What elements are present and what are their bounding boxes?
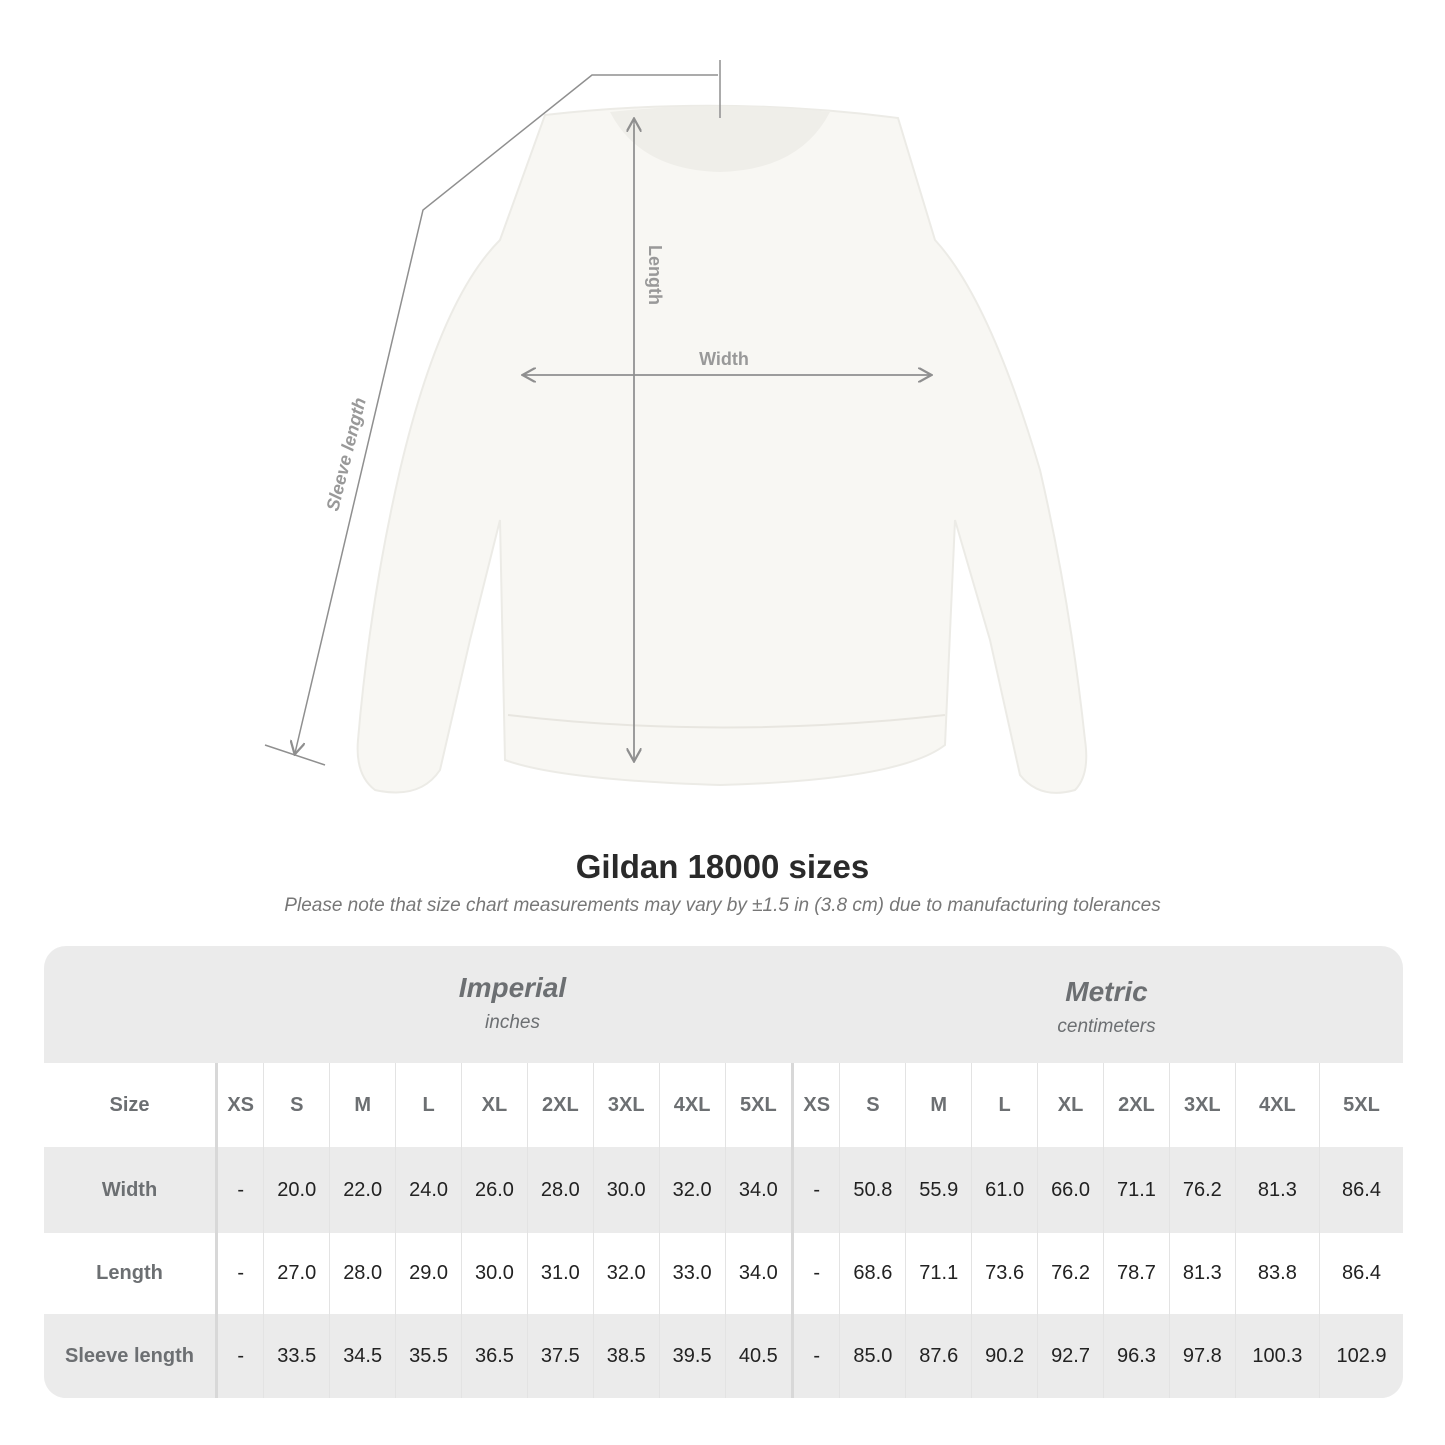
metric-size-m: M xyxy=(905,1063,972,1147)
imperial-size-m: M xyxy=(329,1063,396,1147)
metric-value: 83.8 xyxy=(1234,1233,1320,1314)
metric-value: 71.1 xyxy=(1102,1147,1170,1233)
imperial-value: 34.5 xyxy=(329,1314,396,1398)
metric-size-l: L xyxy=(971,1063,1038,1147)
imperial-value: 38.5 xyxy=(592,1314,660,1398)
metric-value: 55.9 xyxy=(905,1147,972,1233)
size-table-panel: Imperial inches Metric centimeters Size X… xyxy=(44,946,1403,1398)
metric-value: 50.8 xyxy=(839,1147,906,1233)
metric-size-4xl: 4XL xyxy=(1234,1063,1320,1147)
sweatshirt-image xyxy=(356,104,1088,794)
measurement-lines xyxy=(264,60,930,766)
metric-value: 61.0 xyxy=(971,1147,1038,1233)
chart-title: Gildan 18000 sizes xyxy=(575,848,870,885)
metric-value: - xyxy=(791,1233,840,1314)
imperial-value: 32.0 xyxy=(592,1233,660,1314)
imperial-size-5xl: 5XL xyxy=(724,1063,793,1147)
length-label: Length xyxy=(645,245,665,305)
imperial-value: 30.0 xyxy=(461,1233,528,1314)
imperial-size-3xl: 3XL xyxy=(592,1063,660,1147)
metric-value: 76.2 xyxy=(1168,1147,1236,1233)
metric-size-s: S xyxy=(839,1063,906,1147)
metric-size-3xl: 3XL xyxy=(1168,1063,1236,1147)
row-label: Length xyxy=(44,1233,218,1314)
imperial-value: 33.5 xyxy=(263,1314,330,1398)
imperial-value: 28.0 xyxy=(526,1147,594,1233)
imperial-size-xl: XL xyxy=(461,1063,528,1147)
metric-value: 76.2 xyxy=(1037,1233,1104,1314)
metric-value: 71.1 xyxy=(905,1233,972,1314)
metric-value: 102.9 xyxy=(1319,1314,1403,1398)
imperial-size-l: L xyxy=(395,1063,462,1147)
sweatshirt-diagram: Length Width Sleeve length xyxy=(264,60,1088,794)
width-label: Width xyxy=(699,349,749,369)
metric-value: 78.7 xyxy=(1102,1233,1170,1314)
size-header: Size xyxy=(44,1063,218,1147)
metric-size-xs: XS xyxy=(791,1063,840,1147)
row-label: Sleeve length xyxy=(44,1314,218,1398)
metric-value: 90.2 xyxy=(971,1314,1038,1398)
metric-value: 86.4 xyxy=(1319,1147,1403,1233)
metric-value: - xyxy=(791,1314,840,1398)
imperial-value: 28.0 xyxy=(329,1233,396,1314)
imperial-value: 33.0 xyxy=(658,1233,726,1314)
imperial-value: 32.0 xyxy=(658,1147,726,1233)
metric-value: 92.7 xyxy=(1037,1314,1104,1398)
row-label: Width xyxy=(44,1147,218,1233)
imperial-value: 37.5 xyxy=(526,1314,594,1398)
size-table: Size XS S M L XL 2XL 3XL 4XL 5XL XS S M L XL 2XL 3XL 4XL 5… xyxy=(44,1063,1403,1398)
table-row: Sleeve length -33.5 34.5 35.5 36.5 37.5 38.5 39… xyxy=(44,1314,1403,1398)
header-row: Size XS S M L XL 2XL 3XL 4XL 5XL XS S M L XL 2XL 3XL 4XL 5… xyxy=(44,1063,1403,1147)
metric-value: 96.3 xyxy=(1102,1314,1170,1398)
metric-value: 68.6 xyxy=(839,1233,906,1314)
imperial-value: 24.0 xyxy=(395,1147,462,1233)
imperial-title: Imperial xyxy=(458,972,567,1003)
imperial-value: 34.0 xyxy=(724,1233,793,1314)
metric-value: 100.3 xyxy=(1234,1314,1320,1398)
imperial-value: 35.5 xyxy=(395,1314,462,1398)
imperial-header: Imperial inches xyxy=(215,946,810,1063)
imperial-size-xs: XS xyxy=(215,1063,264,1147)
imperial-value: 20.0 xyxy=(263,1147,330,1233)
imperial-size-s: S xyxy=(263,1063,330,1147)
metric-value: 73.6 xyxy=(971,1233,1038,1314)
metric-unit: centimeters xyxy=(1057,1016,1156,1037)
metric-value: - xyxy=(791,1147,840,1233)
sleeve-length-label: Sleeve length xyxy=(322,396,369,513)
metric-value: 87.6 xyxy=(905,1314,972,1398)
imperial-unit: inches xyxy=(485,1012,540,1033)
imperial-size-2xl: 2XL xyxy=(526,1063,594,1147)
imperial-value: - xyxy=(215,1147,264,1233)
imperial-value: 30.0 xyxy=(592,1147,660,1233)
imperial-value: 34.0 xyxy=(724,1147,793,1233)
metric-value: 81.3 xyxy=(1168,1233,1236,1314)
imperial-size-4xl: 4XL xyxy=(658,1063,726,1147)
imperial-value: 26.0 xyxy=(461,1147,528,1233)
imperial-value: 40.5 xyxy=(724,1314,793,1398)
imperial-value: 39.5 xyxy=(658,1314,726,1398)
imperial-value: 31.0 xyxy=(526,1233,594,1314)
table-row: Width -20.0 22.0 24.0 26.0 28.0 30.0 32.0 34.0-5… xyxy=(44,1147,1403,1233)
imperial-value: 29.0 xyxy=(395,1233,462,1314)
metric-size-2xl: 2XL xyxy=(1102,1063,1170,1147)
metric-value: 85.0 xyxy=(839,1314,906,1398)
metric-value: 97.8 xyxy=(1168,1314,1236,1398)
tolerance-note: Please note that size chart measurements… xyxy=(284,895,1161,916)
imperial-value: - xyxy=(215,1233,264,1314)
metric-title: Metric xyxy=(1065,976,1148,1007)
imperial-value: 36.5 xyxy=(461,1314,528,1398)
metric-value: 81.3 xyxy=(1234,1147,1320,1233)
metric-value: 86.4 xyxy=(1319,1233,1403,1314)
metric-header: Metric centimeters xyxy=(810,946,1403,1063)
imperial-value: 27.0 xyxy=(263,1233,330,1314)
imperial-value: 22.0 xyxy=(329,1147,396,1233)
imperial-value: - xyxy=(215,1314,264,1398)
table-row: Length -27.0 28.0 29.0 30.0 31.0 32.0 33.0 34.0-… xyxy=(44,1233,1403,1314)
metric-size-xl: XL xyxy=(1037,1063,1104,1147)
metric-value: 66.0 xyxy=(1037,1147,1104,1233)
metric-size-5xl: 5XL xyxy=(1319,1063,1403,1147)
